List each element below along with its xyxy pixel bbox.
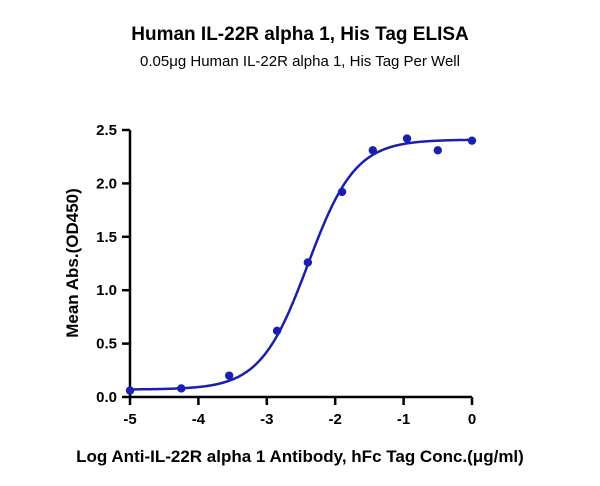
data-point <box>337 187 347 197</box>
data-point <box>467 136 477 145</box>
x-tick-label: -4 <box>192 411 206 428</box>
axes <box>128 130 472 399</box>
data-points <box>125 134 477 395</box>
x-axis-label: Log Anti-IL-22R alpha 1 Antibody, hFc Ta… <box>76 447 524 466</box>
y-tick-label: 0.0 <box>96 389 117 406</box>
data-point <box>402 134 412 143</box>
y-tick-label: 0.5 <box>96 336 117 353</box>
x-tick-label: -2 <box>329 411 342 428</box>
x-tick-label: 0 <box>468 411 476 428</box>
y-tick-label: 2.5 <box>96 122 117 139</box>
fit-curve <box>129 138 473 391</box>
chart-title: Human IL-22R alpha 1, His Tag ELISA <box>131 24 469 45</box>
y-tick-label: 1.0 <box>96 282 117 299</box>
data-point <box>224 371 234 380</box>
data-point <box>303 258 313 267</box>
x-tick-label: -1 <box>397 411 410 428</box>
data-point <box>368 146 378 155</box>
y-tick-label: 2.0 <box>96 175 117 192</box>
x-tick-label: -5 <box>123 411 136 428</box>
data-point <box>125 386 135 395</box>
x-tick-label: -3 <box>260 411 273 428</box>
chart-subtitle: 0.05μg Human IL-22R alpha 1, His Tag Per… <box>140 53 460 70</box>
data-point <box>177 384 186 393</box>
data-point <box>272 326 282 335</box>
y-tick-label: 1.5 <box>96 229 117 246</box>
ticks: -5 -4 -3 -2 -1 0 0.0 0.5 1.0 1.5 2.0 2.5 <box>96 122 476 428</box>
data-point <box>433 146 442 155</box>
y-axis-label: Mean Abs.(OD450) <box>63 188 82 338</box>
